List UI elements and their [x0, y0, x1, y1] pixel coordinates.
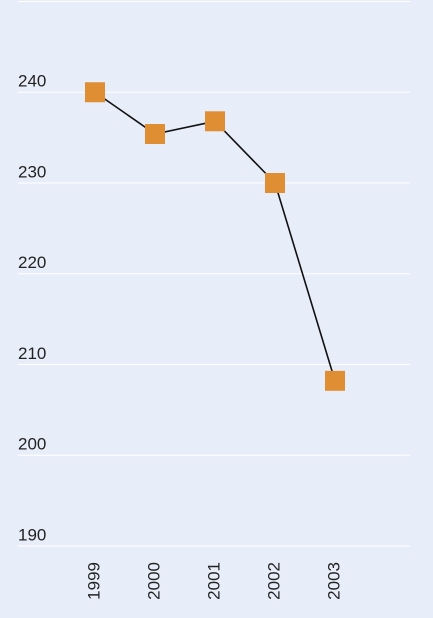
x-tick-label: 2000 [144, 562, 163, 600]
marker [325, 370, 345, 391]
y-tick-label: 210 [18, 344, 46, 363]
x-tick-label: 2001 [204, 562, 223, 600]
marker [145, 123, 165, 144]
marker [205, 111, 225, 132]
marker [265, 173, 285, 193]
y-tick-label: 190 [18, 525, 46, 544]
marker [85, 82, 105, 103]
x-tick-label: 1999 [84, 562, 103, 600]
x-tick-label: 2002 [264, 562, 283, 600]
x-tick-label: 2003 [324, 562, 343, 600]
y-tick-label: 200 [18, 435, 46, 454]
y-tick-label: 220 [18, 253, 46, 272]
y-tick-label: 240 [18, 72, 46, 91]
y-tick-label: 230 [18, 162, 46, 181]
